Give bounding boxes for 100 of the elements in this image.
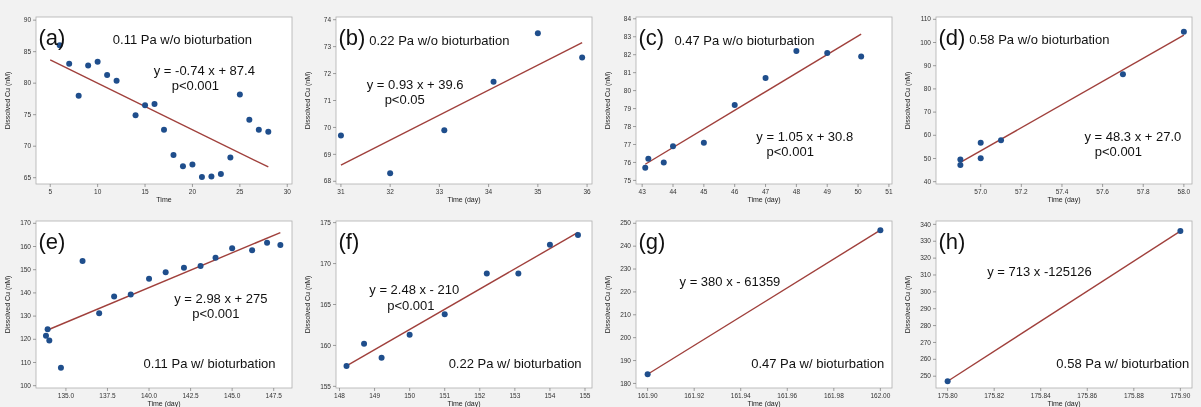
point [977,155,984,162]
point [179,163,186,170]
point [441,311,448,318]
point [146,275,153,282]
annotation: y = 0.93 x + 39.6 [366,76,464,92]
point [700,139,707,146]
annotation: 0.22 Pa w/ bioturbation [448,355,582,371]
point [46,337,53,344]
point [793,48,800,55]
point [265,128,272,135]
point [212,254,219,261]
annotation: p<0.001 [171,78,220,94]
point [198,174,205,181]
point [170,152,177,159]
annotation: y = 1.05 x + 30.8 [756,128,854,144]
point [42,332,49,339]
annotation: y = 380 x - 61359 [679,274,781,290]
point [731,101,738,108]
annotation: p<0.001 [387,297,435,313]
point [208,173,215,180]
point [998,137,1005,144]
point [490,78,497,85]
point [255,126,262,133]
point [180,264,187,271]
point [44,326,51,333]
point [142,102,149,109]
annotation: y = 48.3 x + 27.0 [1084,128,1182,144]
point [111,293,118,300]
point [343,362,350,369]
point [957,156,964,163]
point [277,242,284,249]
annotation: 0.47 Pa w/ bioturbation [751,355,885,371]
point [197,263,204,269]
point [515,270,522,277]
annotation: (e) [38,229,66,255]
point [642,164,649,171]
point [579,54,586,61]
annotation: p<0.001 [192,305,240,321]
point [406,331,413,338]
point [75,92,82,99]
annotation: (h) [938,229,966,255]
point [151,100,158,107]
point [127,291,134,298]
annotation: 0.11 Pa w/ bioturbation [143,355,276,371]
annotation: (g) [638,229,666,255]
annotation: y = -0.74 x + 87.4 [153,63,255,79]
point [249,247,256,254]
annotation: p<0.001 [766,143,814,159]
point [104,71,111,78]
point [227,154,234,161]
point [189,161,196,168]
point [132,112,139,119]
point [337,132,344,139]
annotation: p<0.05 [384,91,425,107]
point [94,58,101,65]
point [96,310,103,317]
point [378,354,385,361]
annotation: 0.58 Pa w/ bioturbation [1056,355,1190,371]
point [387,170,394,177]
point [217,170,224,177]
point [957,161,964,168]
point [236,91,243,98]
annotation: (a) [38,25,66,51]
annotation: (d) [938,25,966,51]
point [66,60,73,67]
point [229,245,236,252]
point [264,239,271,246]
point [1180,28,1187,35]
annotation: p<0.001 [1094,143,1143,159]
annotation: 0.11 Pa w/o bioturbation [112,31,253,47]
point [645,155,652,162]
point [246,116,253,123]
point [574,231,581,238]
point [85,62,92,69]
point [977,139,984,146]
annotation: 0.47 Pa w/o bioturbation [674,33,815,49]
point [441,127,448,134]
annotation: (f) [338,229,360,255]
annotation: 0.58 Pa w/o bioturbation [969,31,1110,47]
point [361,340,368,347]
point [660,159,667,166]
point [57,364,64,371]
point [113,77,120,84]
point [1119,71,1126,78]
point [79,257,86,264]
annotation: y = 713 x -125126 [987,264,1092,280]
point [161,126,167,133]
point [483,270,490,277]
point [824,49,831,56]
annotation: (b) [338,25,366,51]
point [162,269,169,276]
annotation: y = 2.98 x + 275 [174,290,268,306]
annotation: 0.22 Pa w/o bioturbation [369,33,510,49]
point [534,30,541,37]
point [546,241,553,248]
point [858,53,865,60]
point [762,75,769,82]
annotation: y = 2.48 x - 210 [369,282,460,298]
point [670,143,677,150]
annotation: (c) [638,25,665,51]
